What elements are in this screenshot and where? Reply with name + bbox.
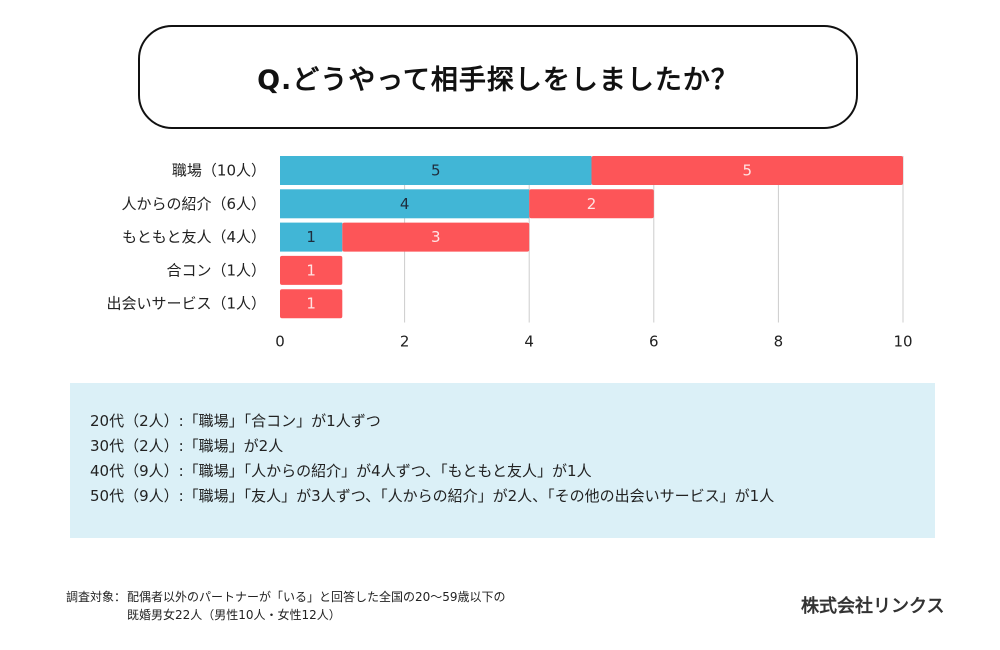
category-label: 職場（10人） xyxy=(172,162,266,180)
info-box: 20代（2人）:「職場」「合コン」が1人ずつ 30代（2人）:「職場」が2人 4… xyxy=(70,383,935,538)
info-line-50s: 50代（9人）:「職場」「友人」が3人ずつ、「人からの紹介」が2人、「その他の出… xyxy=(90,487,775,505)
data-label: 1 xyxy=(306,295,316,313)
data-label: 2 xyxy=(587,195,597,213)
info-line-30s: 30代（2人）:「職場」が2人 xyxy=(90,437,284,455)
bar-chart: 0 2 4 6 8 10 職場（10人） 5 5 人からの紹介（6人） 4 2 もともと友人（4人） 1 3… xyxy=(106,156,913,351)
category-label: 人からの紹介（6人） xyxy=(121,195,266,213)
category-label: 出会いサービス（1人） xyxy=(106,295,266,313)
data-label: 5 xyxy=(431,162,441,180)
bar-red xyxy=(280,255,343,285)
company-name: 株式会社リンクス xyxy=(801,596,945,617)
x-tick-label: 8 xyxy=(774,333,784,351)
category-label: もともと友人（4人） xyxy=(122,228,266,246)
bar-red xyxy=(342,222,530,252)
data-label: 4 xyxy=(400,195,410,213)
bar-blue xyxy=(280,156,592,185)
category-label: 合コン（1人） xyxy=(166,261,266,279)
survey-note-line2: 既婚男女22人（男性10人・女性12人） xyxy=(127,608,341,622)
bar-red xyxy=(529,189,654,219)
survey-note-line1: 配偶者以外のパートナーが「いる」と回答した全国の20〜59歳以下の xyxy=(127,590,506,604)
survey-note: 調査対象： 配偶者以外のパートナーが「いる」と回答した全国の20〜59歳以下の … xyxy=(66,588,506,624)
x-tick-label: 4 xyxy=(524,333,534,351)
title-box: Q.どうやって相手探しをしましたか？ xyxy=(138,25,858,129)
data-label: 1 xyxy=(306,228,316,246)
x-tick-label: 6 xyxy=(649,333,659,351)
page-title: Q.どうやって相手探しをしましたか？ xyxy=(257,64,739,96)
info-line-40s: 40代（9人）:「職場」「人からの紹介」が4人ずつ、「もともと友人」が1人 xyxy=(90,462,592,480)
x-tick-label: 2 xyxy=(400,333,410,351)
x-tick-label: 0 xyxy=(275,333,285,351)
x-tick-label: 10 xyxy=(893,333,912,351)
bar-red xyxy=(591,156,903,185)
info-line-20s: 20代（2人）:「職場」「合コン」が1人ずつ xyxy=(90,412,381,430)
bar-blue xyxy=(280,189,530,219)
survey-note-label: 調査対象： xyxy=(66,590,127,604)
data-label: 5 xyxy=(742,162,752,180)
bar-red xyxy=(280,289,343,319)
data-label: 1 xyxy=(306,261,316,279)
data-label: 3 xyxy=(431,228,441,246)
bar-blue xyxy=(280,222,343,252)
